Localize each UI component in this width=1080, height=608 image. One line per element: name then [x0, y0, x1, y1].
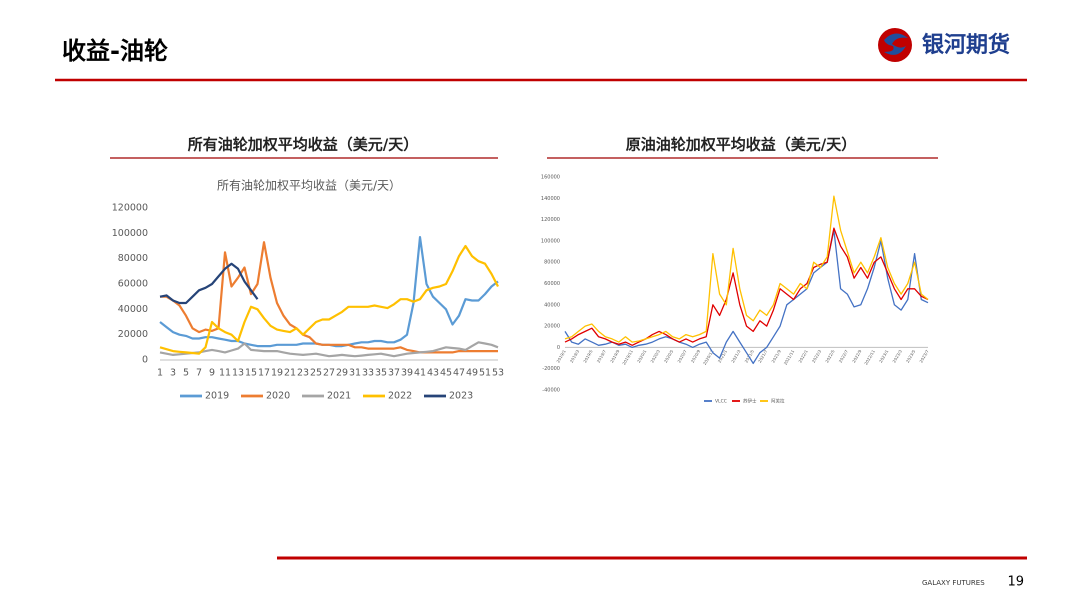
- legend-label: VLCC: [715, 399, 727, 405]
- x-tick-label: 2019/9: [609, 349, 621, 364]
- y-tick-label: 20000: [544, 324, 560, 330]
- legend-label: 2020: [266, 391, 290, 402]
- y-tick-label: -40000: [542, 388, 560, 394]
- x-tick-label: 2022/1: [797, 349, 809, 364]
- x-tick-label: 2020/11: [702, 349, 715, 366]
- x-tick-label: 2022/5: [824, 349, 836, 364]
- footer-brand: GALAXY FUTURES: [922, 579, 985, 587]
- x-tick-label: 2022/3: [811, 349, 823, 364]
- series-line: [159, 341, 499, 358]
- x-tick-label: 41: [414, 368, 426, 379]
- x-tick-label: 2021/1: [717, 349, 729, 364]
- logo-icon: [878, 28, 912, 62]
- x-tick-label: 7: [196, 368, 202, 379]
- y-tick-label: 20000: [118, 329, 148, 340]
- series-line: [564, 229, 929, 365]
- x-tick-label: 21: [284, 368, 296, 379]
- logo-text: 银河期货: [922, 32, 1010, 58]
- legend-label: 阿芙拉: [771, 398, 785, 405]
- x-tick-label: 33: [362, 368, 374, 379]
- y-tick-label: 160000: [541, 175, 560, 181]
- x-tick-label: 45: [440, 368, 452, 379]
- x-tick-label: 17: [258, 368, 270, 379]
- x-tick-label: 5: [183, 368, 189, 379]
- x-tick-label: 2019/5: [582, 349, 594, 364]
- legend-label: 2019: [205, 391, 229, 402]
- y-tick-label: 0: [142, 355, 148, 366]
- x-tick-label: 37: [388, 368, 400, 379]
- y-tick-label: -20000: [542, 366, 560, 372]
- legend-label: 苏伊士: [743, 398, 757, 405]
- x-tick-label: 3: [170, 368, 176, 379]
- x-tick-label: 51: [479, 368, 491, 379]
- x-tick-label: 2020/7: [676, 349, 688, 364]
- y-tick-label: 80000: [544, 260, 560, 266]
- x-tick-label: 2021/3: [730, 349, 742, 364]
- y-tick-label: 120000: [112, 203, 148, 214]
- series-line: [564, 195, 929, 343]
- x-tick-label: 2020/9: [690, 349, 702, 364]
- x-tick-label: 2023/7: [918, 349, 930, 364]
- x-tick-label: 2023/1: [878, 349, 890, 364]
- y-tick-label: 40000: [118, 304, 148, 315]
- x-tick-label: 49: [466, 368, 478, 379]
- page-number: 19: [1007, 575, 1024, 590]
- panel-heading: 所有油轮加权平均收益（美元/天）: [188, 136, 418, 154]
- y-tick-label: 60000: [118, 279, 148, 290]
- y-tick-label: 60000: [544, 281, 560, 287]
- x-tick-label: 19: [271, 368, 283, 379]
- x-tick-label: 13: [232, 368, 244, 379]
- x-tick-label: 2022/7: [838, 349, 850, 364]
- y-tick-label: 100000: [112, 228, 148, 239]
- y-tick-label: 100000: [541, 238, 560, 244]
- x-tick-label: 2019/11: [621, 349, 634, 366]
- panel-heading: 原油油轮加权平均收益（美元/天）: [626, 136, 856, 154]
- x-tick-label: 2019/1: [555, 349, 567, 364]
- x-tick-label: 23: [297, 368, 309, 379]
- x-tick-label: 2021/7: [757, 349, 769, 364]
- x-tick-label: 43: [427, 368, 439, 379]
- x-tick-label: 11: [219, 368, 231, 379]
- x-tick-label: 27: [323, 368, 335, 379]
- x-tick-label: 2020/5: [663, 349, 675, 364]
- x-tick-label: 2020/3: [649, 349, 661, 364]
- x-tick-label: 35: [375, 368, 387, 379]
- series-line: [564, 227, 929, 346]
- y-tick-label: 80000: [118, 253, 148, 264]
- x-tick-label: 47: [453, 368, 465, 379]
- x-tick-label: 39: [401, 368, 413, 379]
- y-tick-label: 140000: [541, 196, 560, 202]
- x-tick-label: 2022/11: [863, 349, 876, 366]
- series-line: [159, 244, 499, 355]
- x-tick-label: 2021/5: [744, 349, 756, 364]
- x-tick-label: 31: [349, 368, 361, 379]
- series-line: [159, 262, 259, 305]
- x-tick-label: 9: [209, 368, 215, 379]
- slide-title: 收益-油轮: [62, 37, 168, 65]
- chart-title: 所有油轮加权平均收益（美元/天）: [217, 179, 401, 193]
- x-tick-label: 53: [492, 368, 504, 379]
- x-tick-label: 2023/5: [905, 349, 917, 364]
- x-tick-label: 2023/3: [891, 349, 903, 364]
- x-tick-label: 2022/9: [851, 349, 863, 364]
- x-tick-label: 2019/3: [569, 349, 581, 364]
- x-tick-label: 29: [336, 368, 348, 379]
- legend-label: 2023: [449, 391, 473, 402]
- y-tick-label: 120000: [541, 217, 560, 223]
- legend-label: 2021: [327, 391, 351, 402]
- x-tick-label: 2021/11: [783, 349, 796, 366]
- legend-label: 2022: [388, 391, 412, 402]
- y-tick-label: 0: [557, 345, 560, 351]
- series-line: [160, 241, 498, 354]
- x-tick-label: 2021/9: [770, 349, 782, 364]
- x-tick-label: 2020/1: [636, 349, 648, 364]
- x-tick-label: 2019/7: [596, 349, 608, 364]
- x-tick-label: 1: [157, 368, 163, 379]
- y-tick-label: 40000: [544, 302, 560, 308]
- x-tick-label: 25: [310, 368, 322, 379]
- x-tick-label: 15: [245, 368, 257, 379]
